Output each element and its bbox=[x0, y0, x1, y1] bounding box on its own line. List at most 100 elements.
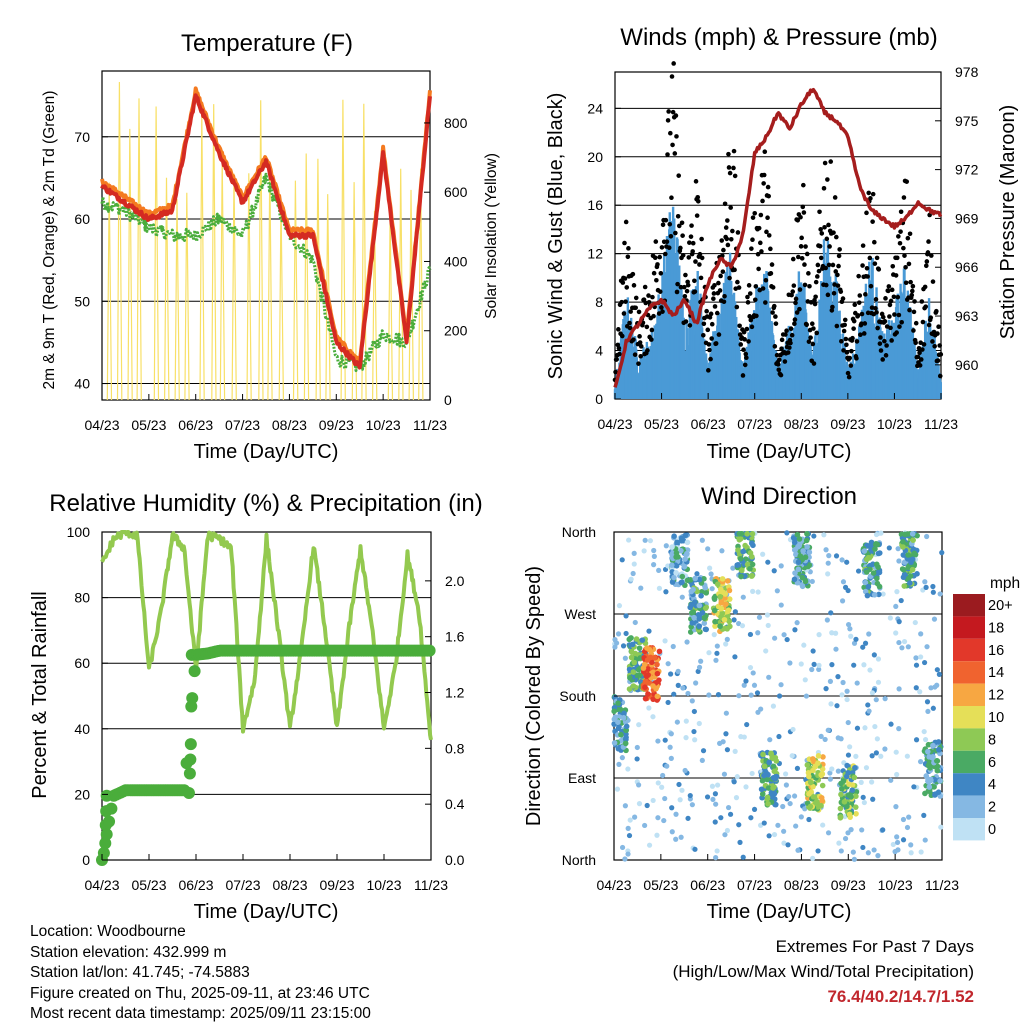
direction-point bbox=[930, 583, 936, 590]
direction-point bbox=[854, 680, 860, 686]
direction-point bbox=[670, 643, 676, 650]
direction-point bbox=[792, 570, 798, 576]
gust-point bbox=[708, 311, 714, 317]
direction-point bbox=[636, 782, 642, 788]
direction-point bbox=[630, 570, 636, 577]
gust-point bbox=[791, 283, 797, 288]
pressure-line bbox=[613, 87, 943, 388]
direction-point bbox=[725, 804, 732, 811]
direction-point bbox=[766, 759, 772, 766]
direction-point bbox=[772, 776, 779, 782]
gust-point bbox=[864, 265, 870, 271]
gust-point bbox=[674, 289, 680, 295]
gust-point bbox=[834, 323, 840, 329]
gust-point bbox=[705, 327, 711, 333]
winds-x-tick-label: 09/23 bbox=[830, 416, 865, 432]
precip-point bbox=[100, 828, 113, 841]
gust-point bbox=[700, 332, 706, 338]
station-elevation: Station elevation: 432.999 m bbox=[30, 943, 227, 961]
direction-point bbox=[701, 620, 708, 627]
direction-point bbox=[717, 593, 723, 600]
direction-point bbox=[858, 779, 864, 785]
direction-point bbox=[892, 849, 898, 855]
temperature-y-tick-label: 60 bbox=[74, 211, 90, 227]
direction-point bbox=[741, 734, 747, 740]
gust-point bbox=[920, 319, 926, 325]
direction-point bbox=[811, 533, 817, 539]
direction-point bbox=[675, 668, 681, 674]
direction-point bbox=[724, 578, 731, 584]
direction-point bbox=[922, 837, 928, 843]
direction-point bbox=[791, 539, 798, 546]
direction-point bbox=[818, 772, 825, 778]
direction-point bbox=[900, 544, 906, 550]
direction-point bbox=[742, 542, 748, 549]
gust-point bbox=[622, 276, 628, 281]
direction-point bbox=[873, 531, 880, 538]
direction-point bbox=[766, 833, 772, 839]
gust-point bbox=[770, 285, 776, 290]
gust-point bbox=[776, 367, 782, 373]
gust-point bbox=[865, 274, 870, 279]
direction-point bbox=[650, 714, 656, 720]
speed-legend-swatch bbox=[953, 661, 985, 684]
gust-point bbox=[808, 300, 814, 305]
gust-point bbox=[901, 195, 907, 200]
gust-point bbox=[709, 321, 715, 327]
direction-point bbox=[646, 646, 653, 653]
gust-point bbox=[732, 267, 737, 273]
direction-point bbox=[748, 815, 754, 821]
direction-point bbox=[721, 616, 728, 623]
direction-point bbox=[909, 531, 916, 537]
direction-point bbox=[713, 657, 719, 663]
gust-point bbox=[819, 231, 825, 236]
gust-point bbox=[806, 271, 811, 276]
direction-point bbox=[926, 754, 932, 760]
direction-point bbox=[917, 689, 923, 695]
precip-point bbox=[183, 767, 196, 780]
direction-point bbox=[866, 631, 872, 637]
gust-point bbox=[660, 309, 665, 314]
direction-point bbox=[611, 740, 618, 746]
direction-x-tick-label: 11/23 bbox=[925, 877, 959, 893]
gust-point bbox=[766, 193, 771, 199]
gust-point bbox=[695, 199, 701, 204]
gust-point bbox=[803, 244, 808, 249]
temperature-panel: Temperature (F) 40 50 60 70 0 200 400 600 800 0… bbox=[41, 30, 500, 463]
direction-point bbox=[736, 822, 742, 828]
gust-point bbox=[813, 294, 818, 300]
direction-point bbox=[878, 753, 884, 759]
direction-point bbox=[759, 791, 766, 797]
speed-legend-label: 12 bbox=[988, 688, 1004, 704]
direction-point bbox=[848, 794, 854, 800]
direction-point bbox=[934, 763, 941, 770]
gust-point bbox=[746, 339, 751, 344]
direction-point bbox=[835, 674, 841, 680]
gust-point bbox=[626, 246, 631, 251]
gust-point bbox=[892, 312, 897, 317]
gust-point bbox=[735, 230, 741, 235]
direction-point bbox=[744, 561, 751, 568]
gust-point bbox=[841, 328, 847, 334]
gust-point bbox=[779, 346, 784, 352]
direction-point bbox=[893, 749, 899, 755]
humidity-y-tick-label: 20 bbox=[74, 786, 90, 802]
gust-point bbox=[631, 283, 637, 288]
direction-point bbox=[706, 650, 712, 656]
direction-point bbox=[611, 708, 617, 715]
direction-point bbox=[747, 631, 754, 638]
direction-point bbox=[708, 571, 714, 577]
gust-point bbox=[842, 317, 848, 323]
direction-point bbox=[622, 803, 628, 809]
direction-point bbox=[840, 579, 847, 585]
direction-point bbox=[714, 643, 720, 649]
direction-point bbox=[751, 682, 758, 688]
temperature-right-ticks: 0 200 400 600 800 bbox=[424, 115, 468, 408]
temp-2m-line bbox=[100, 93, 432, 370]
direction-point bbox=[650, 797, 656, 804]
direction-point bbox=[925, 708, 931, 715]
gust-point bbox=[856, 300, 862, 305]
direction-point bbox=[939, 550, 945, 556]
winds-x-tick-label: 04/23 bbox=[597, 416, 632, 432]
gust-point bbox=[688, 234, 694, 239]
